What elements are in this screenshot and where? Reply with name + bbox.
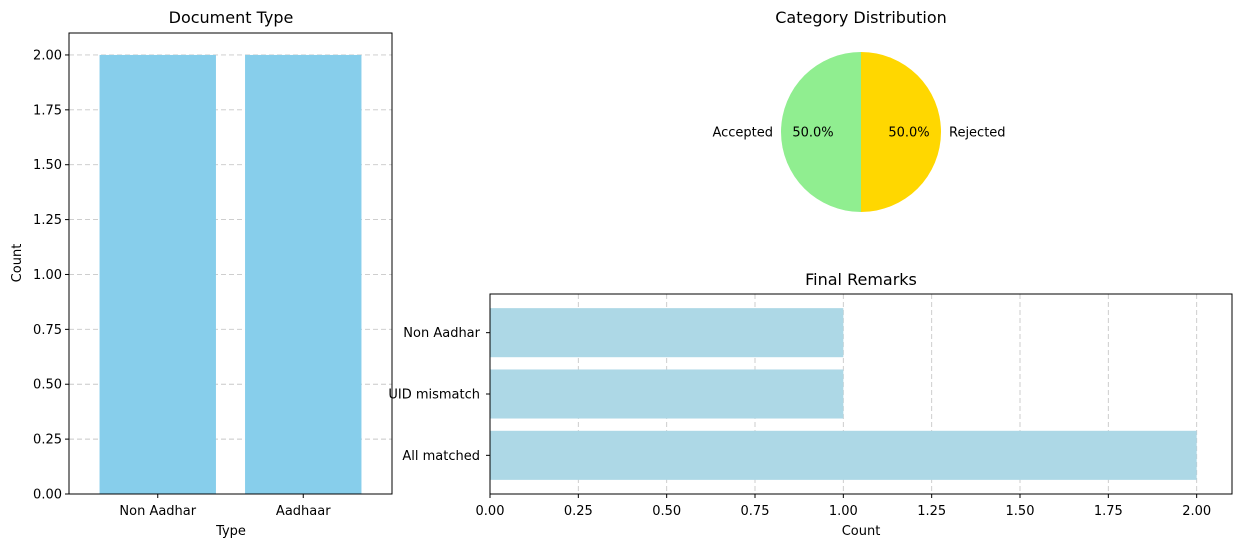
- final-remarks-xlabel: Count: [842, 524, 881, 539]
- document-type-x-ticks: Non Aadhar Aadhaar: [119, 494, 331, 519]
- x-tick-label: Aadhaar: [276, 504, 331, 519]
- final-remarks-bars: [490, 308, 1197, 480]
- y-tick-label: 0.25: [33, 433, 62, 448]
- final-remarks-x-ticks: 0.00 0.25 0.50 0.75 1.00 1.25 1.50 1.75 2.00: [476, 494, 1211, 519]
- category-distribution-chart: Category Distribution Accepted 50.0% Rejec…: [712, 8, 1006, 212]
- bar-all-matched: [490, 430, 1197, 480]
- document-type-gridlines: [69, 54, 392, 440]
- y-tick-label: 0.75: [33, 323, 62, 338]
- document-type-y-ticks: 0.00 0.25 0.50 0.75 1.00 1.25 1.50 1.75 2.00: [33, 48, 69, 503]
- y-tick-label: 1.00: [33, 268, 62, 283]
- y-tick-label: 0.50: [33, 378, 62, 393]
- category-distribution-slices: [781, 52, 941, 212]
- document-type-chart: 0.00 0.25 0.50 0.75 1.00 1.25 1.50 1.75 2.00 Non…: [10, 8, 393, 539]
- x-tick-label: 0.50: [652, 504, 681, 519]
- pie-label-accepted: Accepted: [712, 126, 773, 141]
- slice-rejected: [861, 52, 941, 212]
- x-tick-label: 1.00: [829, 504, 858, 519]
- y-tick-label: UID mismatch: [388, 388, 480, 403]
- final-remarks-title: Final Remarks: [805, 270, 917, 289]
- x-tick-label: 1.50: [1006, 504, 1035, 519]
- y-tick-label: 1.50: [33, 158, 62, 173]
- category-distribution-labels: Accepted 50.0% Rejected 50.0%: [712, 126, 1005, 141]
- document-type-bars: [99, 54, 362, 494]
- category-distribution-title: Category Distribution: [775, 8, 947, 27]
- x-tick-label: 2.00: [1182, 504, 1211, 519]
- bar-aadhaar: [245, 54, 362, 494]
- y-tick-label: 1.75: [33, 103, 62, 118]
- y-tick-label: All matched: [402, 449, 480, 464]
- x-tick-label: 1.25: [917, 504, 946, 519]
- x-tick-label: 0.75: [741, 504, 770, 519]
- pie-label-rejected: Rejected: [949, 126, 1006, 141]
- pie-percent-accepted: 50.0%: [792, 126, 833, 141]
- x-tick-label: 0.25: [564, 504, 593, 519]
- document-type-ylabel: Count: [10, 244, 25, 283]
- document-type-axes-frame: [68, 32, 393, 495]
- pie-percent-rejected: 50.0%: [888, 126, 929, 141]
- x-tick-label: 0.00: [476, 504, 505, 519]
- document-type-xlabel: Type: [215, 524, 246, 539]
- y-tick-label: 2.00: [33, 48, 62, 63]
- slice-accepted: [781, 52, 861, 212]
- y-tick-label: Non Aadhar: [403, 326, 480, 341]
- bar-non-aadhar: [99, 54, 216, 494]
- y-tick-label: 1.25: [33, 213, 62, 228]
- document-type-title: Document Type: [169, 8, 294, 27]
- x-tick-label: 1.75: [1094, 504, 1123, 519]
- x-tick-label: Non Aadhar: [119, 504, 196, 519]
- bar-non-aadhar: [490, 308, 844, 358]
- final-remarks-y-ticks: All matched UID mismatch Non Aadhar: [388, 326, 490, 464]
- bar-uid-mismatch: [490, 369, 844, 419]
- y-tick-label: 0.00: [33, 488, 62, 503]
